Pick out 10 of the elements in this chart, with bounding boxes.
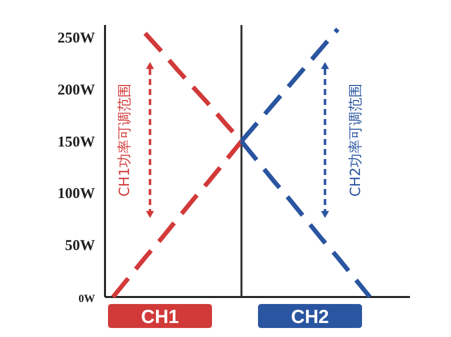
y-tick-label: 250W	[58, 30, 95, 46]
y-tick-label: 200W	[58, 82, 95, 98]
y-tick-label: 50W	[65, 238, 95, 254]
annotation: CH2功率可调范围	[348, 83, 364, 197]
text: CH2	[290, 307, 330, 328]
y-tick-label: 0W	[78, 293, 95, 305]
y-tick-label: 100W	[58, 186, 95, 202]
y-tick-label: 150W	[58, 134, 95, 150]
annotation: CH1功率可调范围	[117, 83, 133, 197]
text: CH1	[140, 307, 180, 328]
